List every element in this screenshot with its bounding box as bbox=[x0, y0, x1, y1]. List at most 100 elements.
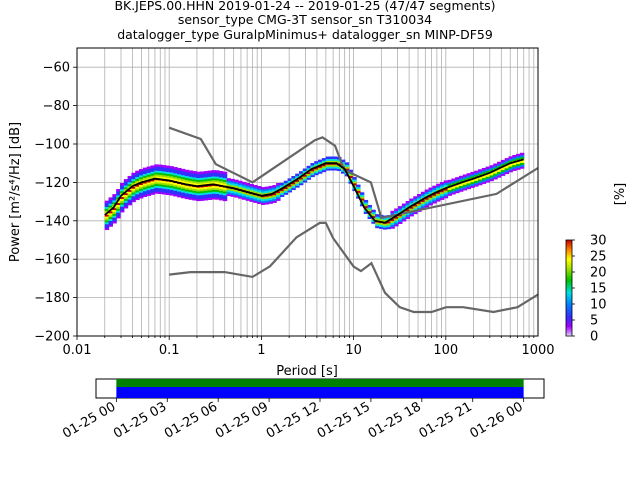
heatmap-cell bbox=[139, 170, 144, 174]
heatmap-cell bbox=[375, 217, 380, 221]
heatmap-cell bbox=[196, 171, 201, 175]
heatmap-cell bbox=[230, 194, 235, 197]
heatmap-cell bbox=[500, 161, 506, 165]
heatmap-cell bbox=[344, 162, 350, 165]
heatmap-cell bbox=[169, 166, 174, 169]
heatmap-cell bbox=[299, 180, 304, 184]
heatmap-cell bbox=[184, 188, 190, 192]
heatmap-cell bbox=[306, 177, 312, 180]
heatmap-cell bbox=[158, 191, 163, 194]
heatmap-cell bbox=[180, 174, 186, 178]
heatmap-cell bbox=[493, 171, 498, 174]
heatmap-cell bbox=[329, 158, 334, 161]
heatmap-cell bbox=[455, 188, 460, 192]
heatmap-cell bbox=[276, 192, 281, 196]
heatmap-cell bbox=[139, 182, 144, 185]
heatmap-cell bbox=[199, 194, 205, 198]
heatmap-cell bbox=[401, 207, 407, 210]
heatmap-cell bbox=[485, 168, 491, 172]
heatmap-cell bbox=[211, 187, 216, 190]
x-tick-label: 10 bbox=[345, 343, 362, 358]
heatmap-cell bbox=[219, 178, 224, 182]
heatmap-cell bbox=[196, 188, 201, 192]
heatmap-cell bbox=[142, 182, 148, 186]
heatmap-cell bbox=[211, 191, 216, 194]
heatmap-cell bbox=[436, 197, 441, 200]
heatmap-cell bbox=[321, 158, 327, 161]
heatmap-cell bbox=[276, 190, 281, 194]
chart-title-line-3: datalogger_type GuralpMinimus+ datalogge… bbox=[117, 27, 493, 42]
heatmap-cell bbox=[150, 175, 155, 178]
heatmap-cell bbox=[295, 175, 300, 179]
heatmap-cell bbox=[253, 190, 258, 194]
colorbar-tick-label: 0 bbox=[590, 330, 598, 345]
heatmap-cell bbox=[519, 160, 525, 163]
x-axis-label: Period [s] bbox=[276, 364, 338, 379]
heatmap-cell bbox=[184, 181, 190, 184]
heatmap-cell bbox=[318, 159, 323, 163]
heatmap-cell bbox=[299, 171, 304, 174]
colorbar-tick-label: 30 bbox=[590, 234, 607, 249]
colorbar-label: [%] bbox=[613, 183, 628, 206]
heatmap-cell bbox=[359, 194, 365, 197]
heatmap-cell bbox=[272, 194, 277, 198]
heatmap-cell bbox=[146, 193, 152, 196]
heatmap-cell bbox=[146, 191, 152, 194]
heatmap-cell bbox=[458, 179, 464, 183]
heatmap-cell bbox=[127, 193, 133, 196]
heatmap-cell bbox=[173, 193, 178, 197]
heatmap-cell bbox=[245, 182, 251, 186]
heatmap-cell bbox=[158, 183, 163, 187]
heatmap-cell bbox=[142, 192, 148, 196]
heatmap-cell bbox=[268, 201, 273, 204]
heatmap-cell bbox=[420, 195, 426, 199]
heatmap-cell bbox=[165, 184, 171, 188]
heatmap-cell bbox=[432, 185, 437, 189]
heatmap-cell bbox=[142, 188, 148, 192]
heatmap-cell bbox=[398, 208, 403, 211]
heatmap-cell bbox=[222, 173, 228, 177]
heatmap-cell bbox=[123, 186, 129, 190]
heatmap-cell bbox=[478, 169, 483, 172]
heatmap-cell bbox=[116, 204, 121, 207]
heatmap-cell bbox=[466, 182, 471, 186]
heatmap-cell bbox=[150, 192, 155, 195]
heatmap-cell bbox=[142, 186, 148, 190]
heatmap-cell bbox=[211, 175, 216, 179]
heatmap-cell bbox=[203, 197, 209, 201]
heatmap-cell bbox=[154, 164, 159, 167]
heatmap-cell bbox=[439, 197, 445, 200]
heatmap-cell bbox=[238, 180, 243, 184]
heatmap-cell bbox=[123, 202, 129, 205]
heatmap-cell bbox=[375, 221, 380, 225]
heatmap-cell bbox=[375, 216, 380, 219]
heatmap-cell bbox=[158, 172, 163, 175]
heatmap-cell bbox=[146, 183, 152, 187]
heatmap-cell bbox=[139, 172, 144, 176]
heatmap-cell bbox=[211, 173, 216, 177]
heatmap-cell bbox=[196, 194, 201, 198]
heatmap-cell bbox=[165, 177, 171, 180]
heatmap-cell bbox=[142, 179, 148, 182]
heatmap-cell bbox=[165, 175, 171, 178]
heatmap-cell bbox=[310, 170, 315, 174]
heatmap-cell bbox=[359, 196, 365, 199]
heatmap-cell bbox=[230, 184, 235, 188]
heatmap-cell bbox=[241, 181, 247, 185]
heatmap-cell bbox=[196, 190, 201, 194]
heatmap-cell bbox=[470, 171, 475, 175]
heatmap-cell bbox=[344, 164, 350, 167]
heatmap-cell bbox=[184, 177, 190, 180]
heatmap-cell bbox=[188, 178, 193, 181]
heatmap-cell bbox=[135, 170, 140, 174]
heatmap-cell bbox=[394, 221, 399, 225]
timeline-tick-label: 01-25 18 bbox=[366, 399, 424, 441]
heatmap-cell bbox=[329, 160, 334, 163]
heatmap-cell bbox=[409, 211, 414, 215]
heatmap-cell bbox=[173, 190, 178, 193]
heatmap-cell bbox=[519, 156, 525, 160]
heatmap-cell bbox=[401, 217, 407, 220]
heatmap-cell bbox=[516, 161, 521, 165]
heatmap-cell bbox=[241, 191, 247, 194]
heatmap-cell bbox=[184, 171, 190, 175]
